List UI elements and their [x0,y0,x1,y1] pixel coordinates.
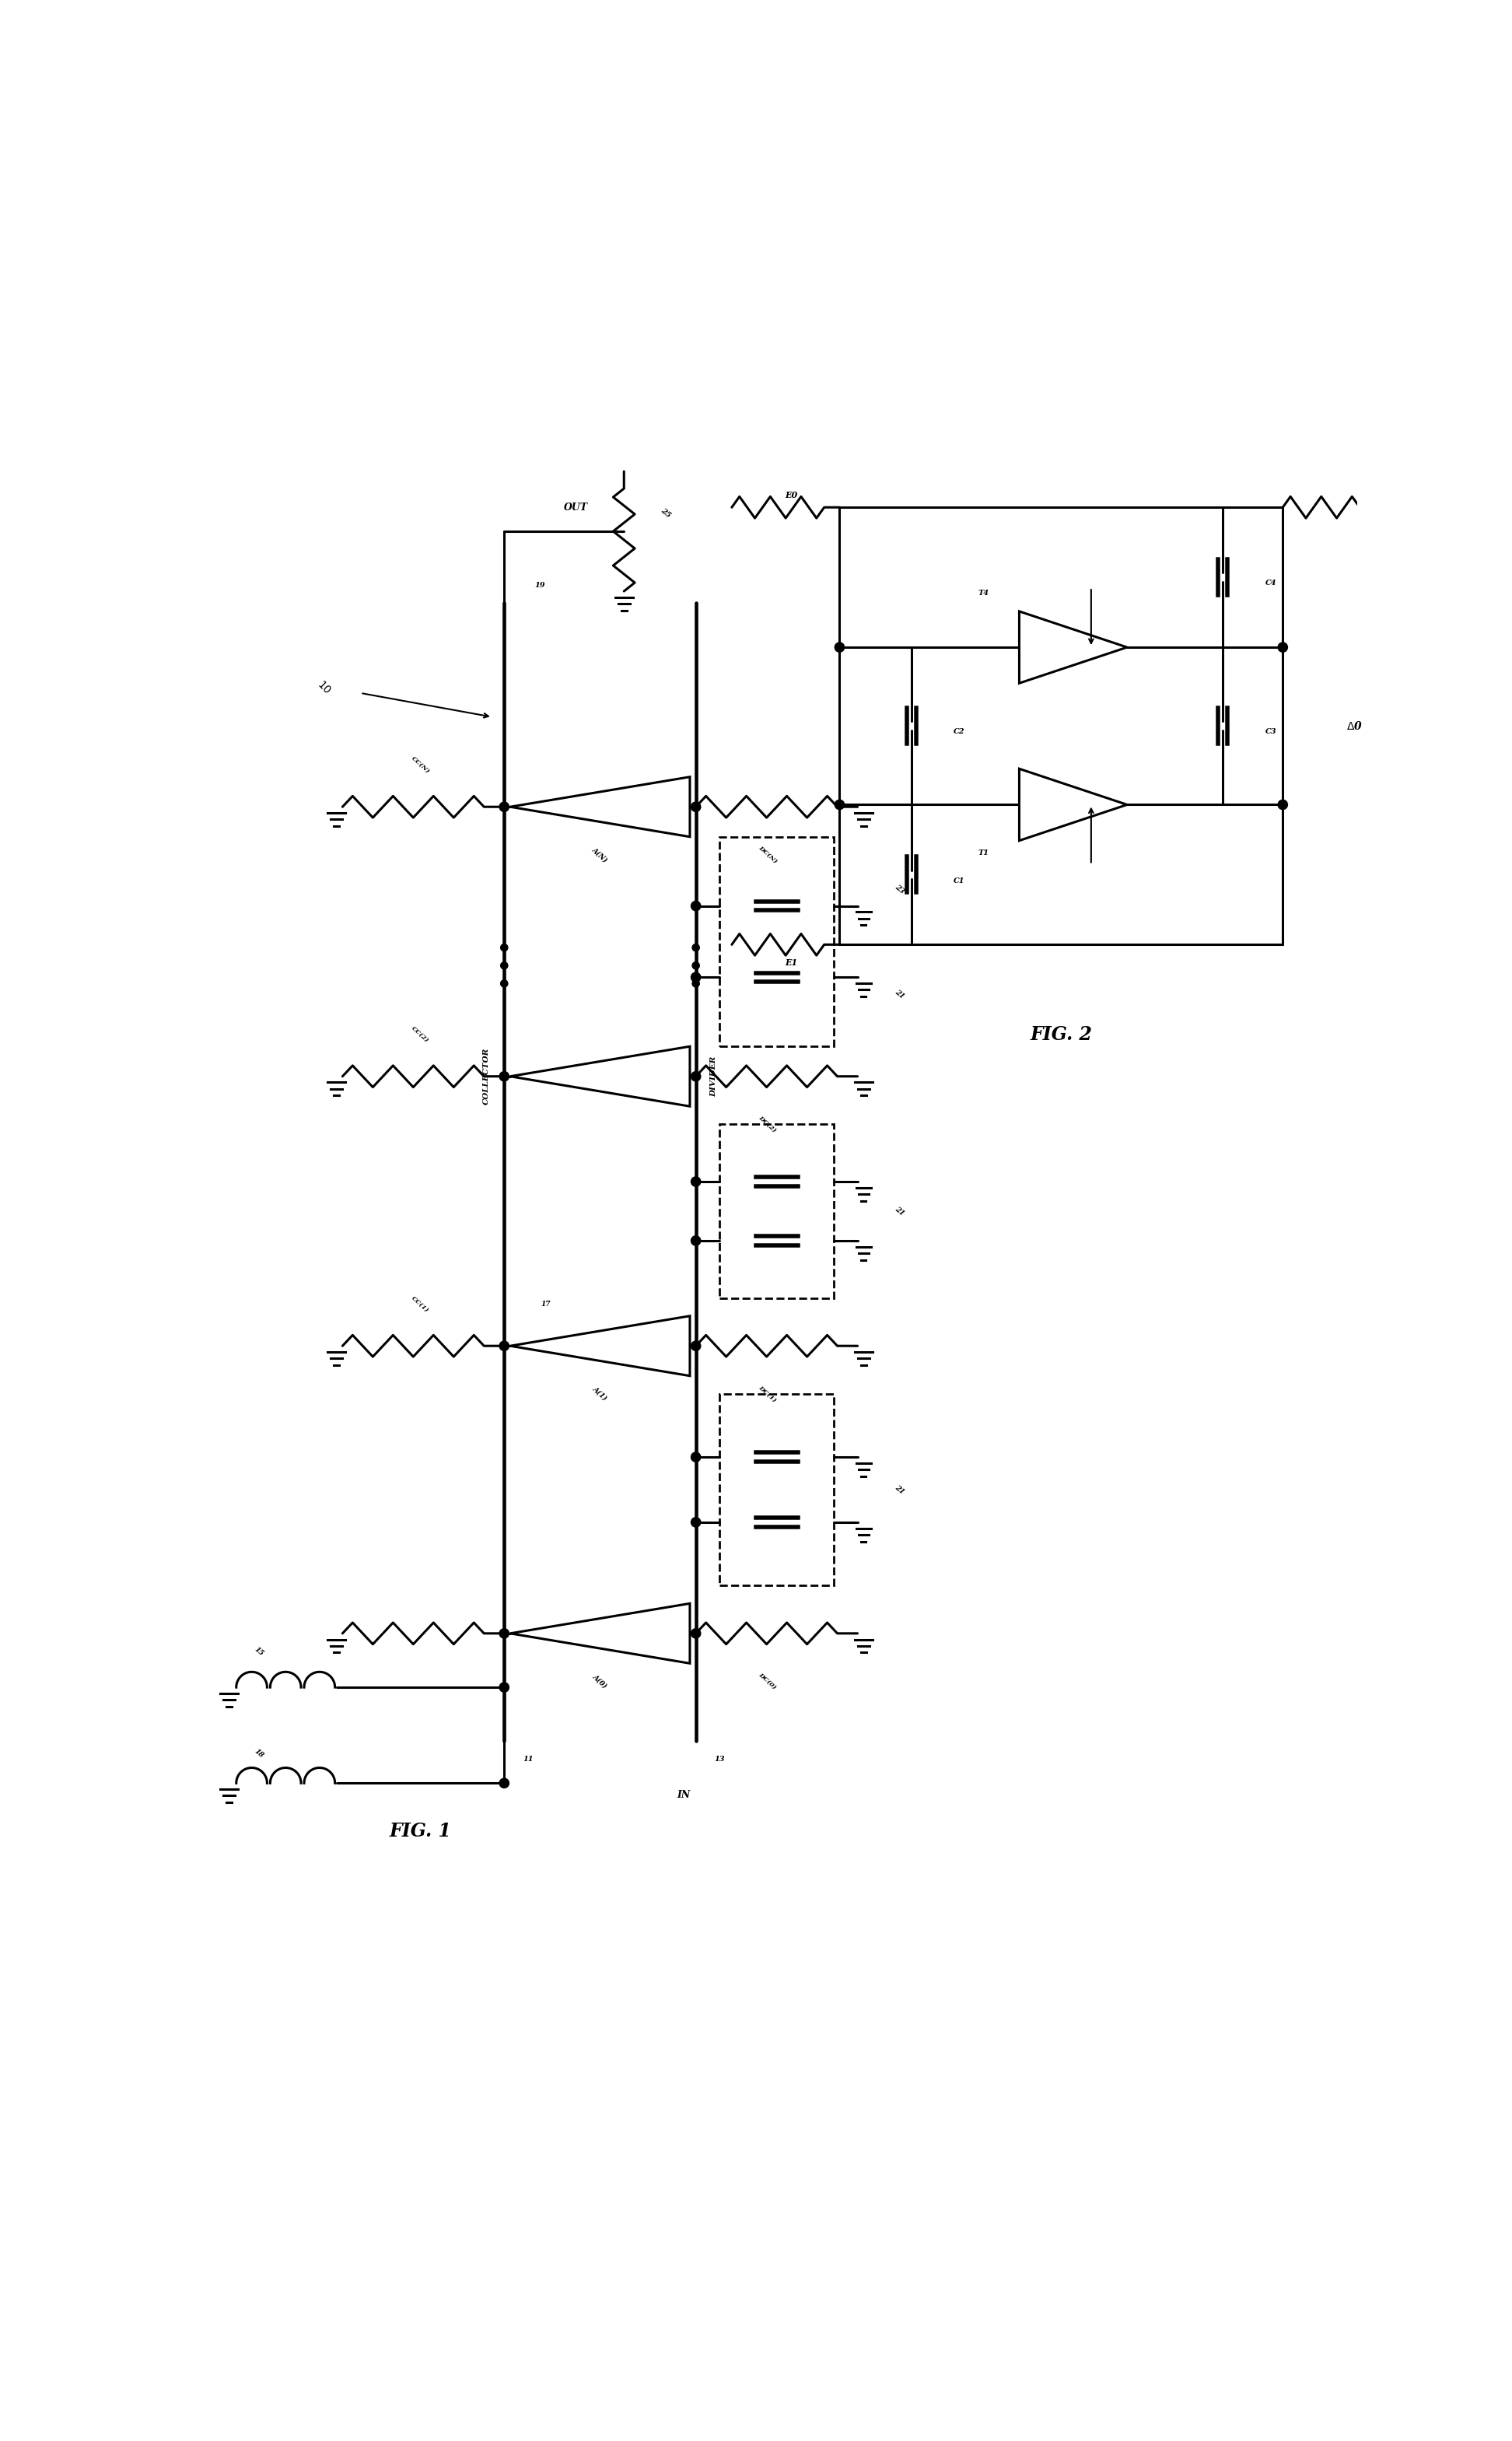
Circle shape [691,1072,700,1081]
Text: $\it{10}$: $\it{10}$ [316,679,334,696]
Text: OUT: OUT [564,503,588,513]
Text: 13: 13 [715,1755,726,1762]
Circle shape [499,1628,510,1638]
Text: 11: 11 [523,1755,534,1762]
Text: 19: 19 [535,581,546,588]
Text: E1: E1 [785,959,798,967]
Text: C4: C4 [1266,581,1276,586]
Text: 23: 23 [894,884,906,896]
Text: C2: C2 [954,727,965,735]
Text: DIVIDER: DIVIDER [711,1057,717,1096]
Circle shape [500,979,508,986]
Text: DC(0): DC(0) [758,1672,777,1692]
Text: FIG. 1: FIG. 1 [389,1821,452,1841]
Text: 15: 15 [253,1645,265,1657]
Circle shape [691,901,700,910]
Text: CC(2): CC(2) [410,1025,431,1045]
Text: 18: 18 [253,1748,265,1760]
Text: T4: T4 [978,591,989,598]
Text: A(N): A(N) [591,847,609,864]
Text: 21: 21 [894,1206,906,1218]
Text: IN: IN [677,1789,691,1799]
Circle shape [691,1340,700,1350]
Text: DC(1): DC(1) [758,1384,777,1404]
Text: C1: C1 [954,876,965,884]
Text: DC(N): DC(N) [758,845,779,864]
Text: 21: 21 [894,989,906,1001]
Circle shape [1278,642,1288,652]
Circle shape [835,642,844,652]
Circle shape [691,803,700,810]
Circle shape [692,962,700,969]
Text: 25: 25 [659,508,673,520]
Text: CC(1): CC(1) [410,1294,431,1313]
Text: E0: E0 [785,491,798,500]
Circle shape [499,1340,510,1350]
Circle shape [835,801,844,810]
Circle shape [1278,801,1288,810]
Text: A(0): A(0) [591,1672,609,1689]
Circle shape [691,1518,700,1528]
Text: 21: 21 [894,1484,906,1496]
Circle shape [500,962,508,969]
Bar [720,1394,833,1587]
Bar [720,837,833,1047]
Text: T1: T1 [978,849,989,857]
Circle shape [499,803,510,810]
Bar [720,1125,833,1299]
Text: CC(N): CC(N) [410,754,431,774]
Circle shape [691,1628,700,1638]
Circle shape [692,979,700,986]
Circle shape [500,945,508,952]
Text: FIG. 2: FIG. 2 [1030,1025,1092,1045]
Circle shape [499,1072,510,1081]
Circle shape [499,1779,510,1787]
Circle shape [692,945,700,952]
Text: 17: 17 [541,1301,550,1308]
Circle shape [691,1177,700,1186]
Circle shape [691,972,700,981]
Text: DC(2): DC(2) [758,1116,777,1133]
Circle shape [691,1235,700,1245]
Circle shape [499,1682,510,1692]
Text: A(1): A(1) [591,1386,609,1401]
Text: COLLECTOR: COLLECTOR [482,1047,490,1106]
Text: C3: C3 [1266,727,1276,735]
Text: $\Delta$0: $\Delta$0 [1347,720,1362,732]
Circle shape [691,1452,700,1462]
